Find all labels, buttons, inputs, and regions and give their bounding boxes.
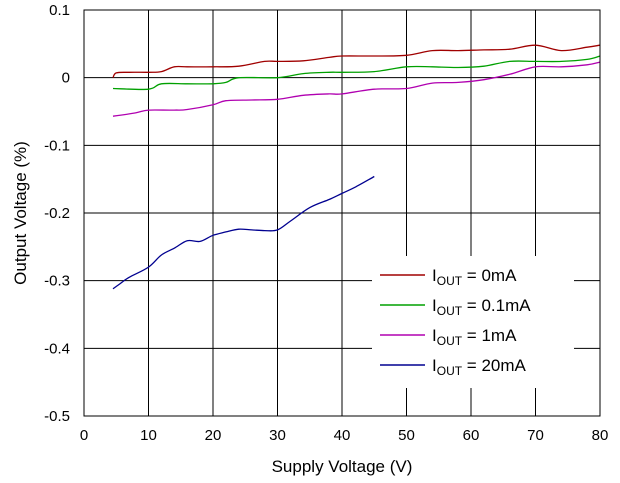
series-line-1: [112, 55, 601, 91]
y-tick-label: 0: [62, 70, 70, 87]
legend-subscript: OUT: [437, 304, 463, 318]
x-tick-label: 50: [398, 427, 415, 444]
series-line-3: [112, 175, 375, 290]
legend-suffix: = 0.1mA: [462, 296, 531, 315]
legend-label-3: IOUT = 20mA: [432, 356, 527, 378]
y-tick-label: -0.5: [44, 408, 70, 425]
legend-name: I: [432, 356, 437, 375]
legend-subscript: OUT: [437, 334, 463, 348]
x-tick-label: 80: [592, 427, 609, 444]
x-tick-label: 40: [334, 427, 351, 444]
legend-suffix: = 20mA: [462, 356, 526, 375]
x-tick-label: 70: [527, 427, 544, 444]
legend-label-1: IOUT = 0.1mA: [432, 296, 531, 318]
legend-subscript: OUT: [437, 274, 463, 288]
x-tick-label: 30: [269, 427, 286, 444]
plot-frame: [83, 9, 601, 417]
series-line-0: [112, 44, 601, 79]
legend-name: I: [432, 266, 437, 285]
legend-subscript: OUT: [437, 364, 463, 378]
x-tick-label: 10: [140, 427, 157, 444]
y-tick-label: -0.2: [44, 205, 70, 222]
series-line-2: [112, 61, 601, 117]
legend-label-0: IOUT = 0mA: [432, 266, 517, 288]
y-axis-title: Output Voltage (%): [11, 141, 30, 285]
legend-suffix: = 1mA: [462, 326, 517, 345]
x-tick-label: 20: [205, 427, 222, 444]
y-tick-label: -0.4: [44, 340, 70, 357]
x-tick-label: 60: [463, 427, 480, 444]
legend-name: I: [432, 296, 437, 315]
legend-name: I: [432, 326, 437, 345]
legend-label-2: IOUT = 1mA: [432, 326, 517, 348]
y-tick-label: -0.1: [44, 137, 70, 154]
y-tick-labels: 0.1 0 -0.1 -0.2 -0.3 -0.4 -0.5: [44, 2, 70, 425]
x-tick-label: 0: [80, 427, 88, 444]
legend-suffix: = 0mA: [462, 266, 517, 285]
series-layer: [112, 44, 601, 290]
y-tick-label: -0.3: [44, 273, 70, 290]
x-axis-title: Supply Voltage (V): [272, 457, 413, 476]
y-tick-label: 0.1: [49, 2, 70, 19]
legend-background: [372, 256, 574, 388]
x-tick-labels: 0 10 20 30 40 50 60 70 80: [80, 427, 609, 444]
